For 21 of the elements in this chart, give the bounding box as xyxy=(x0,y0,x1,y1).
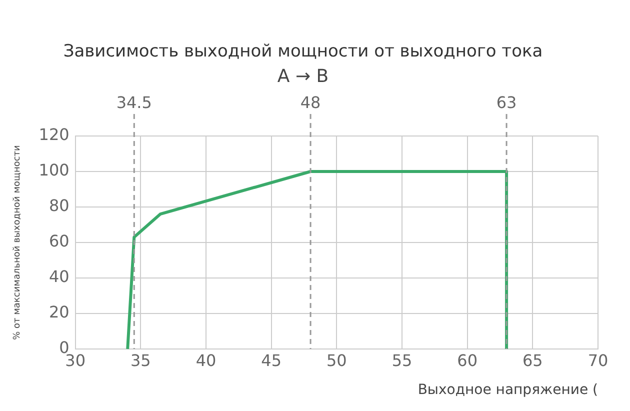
ref-line-label: 34.5 xyxy=(116,93,152,112)
chart-subtitle: A → B xyxy=(277,66,329,87)
y-tick-label: 100 xyxy=(38,160,70,180)
x-tick-label: 35 xyxy=(130,350,151,370)
x-tick-label: 50 xyxy=(326,350,347,370)
x-tick-label: 40 xyxy=(196,350,216,370)
x-axis-title: Выходное напряжение ( xyxy=(418,382,598,398)
y-tick-label: 80 xyxy=(48,196,70,216)
x-tick-label: 70 xyxy=(588,350,608,370)
ref-line-label: 48 xyxy=(300,93,321,112)
y-tick-label: 120 xyxy=(38,125,70,144)
ref-line-label: 63 xyxy=(496,93,517,112)
x-tick-label: 45 xyxy=(261,350,282,370)
x-tick-label: 55 xyxy=(392,350,412,370)
y-tick-label: 40 xyxy=(48,267,70,286)
x-tick-label: 65 xyxy=(522,350,543,370)
chart-title: Зависимость выходной мощности от выходного тока xyxy=(63,42,543,62)
y-tick-label: 20 xyxy=(48,302,70,322)
y-tick-label: 60 xyxy=(48,232,70,251)
y-axis-title: % от максимальной выходной мощности xyxy=(12,144,23,340)
x-tick-label: 60 xyxy=(457,350,478,370)
